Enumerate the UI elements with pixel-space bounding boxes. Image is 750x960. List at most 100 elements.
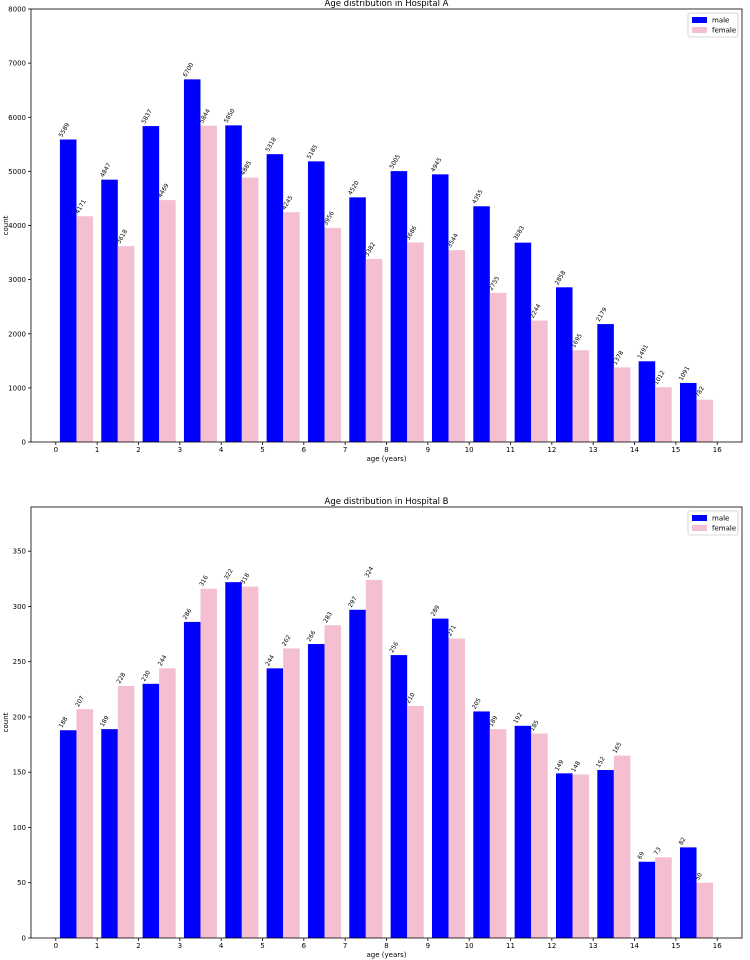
data-label: 5589 [58, 122, 72, 139]
data-label: 1091 [678, 365, 692, 382]
bar-male [349, 609, 366, 938]
y-tick-label: 350 [13, 548, 26, 556]
series-male: 188 189 230 286 322 244 266 297 256 289 205 192 149 1… [58, 568, 697, 938]
bar-female [117, 246, 135, 442]
data-label: 230 [140, 669, 152, 683]
x-tick-label: 4 [219, 942, 224, 950]
bar-male [431, 618, 449, 938]
x-tick-label: 1 [95, 942, 99, 950]
y-tick-label: 200 [13, 713, 26, 721]
x-tick-label: 12 [547, 942, 556, 950]
plot-frame [30, 506, 743, 939]
legend-swatch-female [692, 525, 707, 531]
x-tick-label: 1 [95, 446, 99, 454]
y-tick-label: 300 [13, 603, 26, 611]
x-tick-label: 3 [178, 942, 182, 950]
bar-male [101, 729, 118, 938]
bar-male [555, 287, 573, 442]
data-label: 149 [554, 759, 566, 773]
y-tick-label: 150 [13, 769, 26, 777]
bar-male [142, 683, 160, 938]
y-tick-label: 7000 [8, 60, 26, 68]
bar-female [655, 857, 672, 938]
data-label: 192 [512, 711, 524, 725]
bar-female [324, 625, 342, 938]
x-tick-label: 11 [506, 942, 515, 950]
bar-male [597, 324, 614, 442]
x-tick-label: 7 [343, 446, 347, 454]
data-label: 286 [182, 607, 194, 621]
x-tick-label: 0 [54, 942, 58, 950]
x-tick-label: 8 [384, 942, 388, 950]
data-label: 5005 [388, 153, 402, 170]
data-label: 152 [595, 755, 607, 769]
bar-female [76, 216, 94, 442]
data-label: 4520 [347, 179, 361, 196]
x-tick-label: 5 [260, 942, 264, 950]
bar-female [159, 668, 176, 938]
data-label: 318 [239, 572, 251, 586]
data-label: 228 [115, 671, 127, 685]
bar-male [679, 847, 697, 938]
data-label: 185 [529, 719, 541, 733]
x-tick-label: 14 [630, 942, 639, 950]
data-label: 148 [570, 760, 582, 774]
data-label: 256 [388, 641, 400, 655]
y-tick-label: 8000 [8, 6, 26, 14]
bar-male [473, 206, 490, 442]
x-axis-label: age (years) [367, 455, 407, 463]
bar-male [638, 361, 656, 442]
y-tick-label: 0 [22, 935, 26, 943]
y-tick-label: 0 [22, 439, 26, 447]
x-tick-label: 16 [713, 446, 722, 454]
legend: male female [687, 510, 739, 536]
bar-female [489, 292, 507, 442]
data-label: 316 [198, 574, 210, 588]
legend-label-male: male [712, 17, 729, 25]
y-tick-label: 3000 [8, 276, 26, 284]
bar-female [407, 242, 424, 442]
x-tick-label: 2 [136, 446, 140, 454]
legend-label-male: male [712, 515, 729, 523]
data-label: 69 [636, 850, 646, 860]
bar-female [448, 250, 466, 442]
y-axis-label: count [2, 712, 10, 732]
data-label: 4355 [471, 188, 485, 205]
bar-female [159, 200, 176, 442]
data-label: 4847 [99, 162, 113, 179]
x-tick-label: 8 [384, 446, 388, 454]
x-tick-label: 2 [136, 942, 140, 950]
x-tick-label: 7 [343, 942, 347, 950]
bar-female [572, 774, 590, 938]
data-label: 2858 [554, 269, 568, 286]
plot-frame [30, 8, 743, 443]
bar-female [613, 367, 631, 442]
legend-swatch-male [692, 515, 707, 521]
bar-male [307, 161, 325, 442]
data-label: 244 [157, 654, 169, 668]
x-tick-label: 10 [465, 446, 474, 454]
data-label: 271 [446, 624, 458, 638]
y-tick-label: 250 [13, 658, 26, 666]
data-label: 205 [471, 697, 483, 711]
y-tick-label: 2000 [8, 330, 26, 338]
bar-male [183, 79, 201, 443]
bar-male [101, 179, 118, 442]
legend-swatch-female [692, 27, 707, 33]
bar-female [655, 387, 672, 442]
x-tick-label: 4 [219, 446, 224, 454]
x-tick-label: 9 [426, 942, 430, 950]
x-tick-label: 12 [547, 446, 556, 454]
data-label: 6700 [182, 61, 196, 78]
x-axis-label: age (years) [367, 951, 407, 959]
y-tick-label: 4000 [8, 222, 26, 230]
bar-female [365, 258, 383, 442]
data-label: 322 [223, 568, 235, 582]
chart-hospital-a: Age distribution in Hospital A5589484758… [2, 0, 743, 463]
x-tick-label: 10 [465, 942, 474, 950]
series-female: 207 228 244 316 318 262 283 324 210 271 189 185 148 1… [74, 565, 714, 938]
data-label: 189 [488, 715, 500, 729]
bar-male [514, 242, 532, 442]
x-tick-label: 14 [630, 446, 639, 454]
